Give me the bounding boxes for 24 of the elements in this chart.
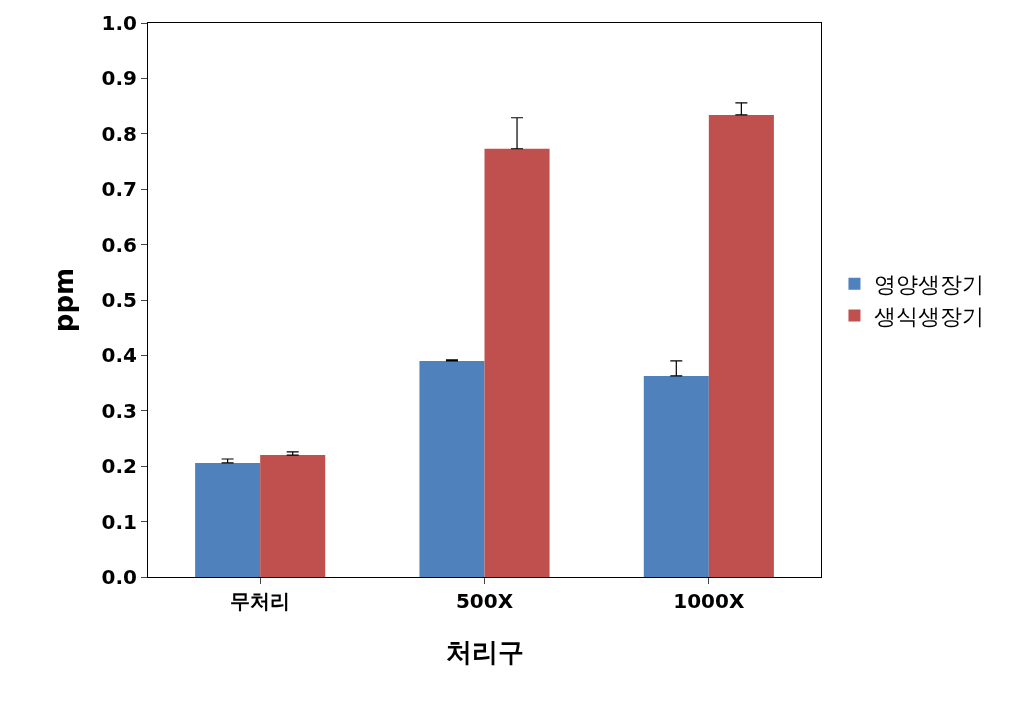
bar bbox=[419, 360, 485, 577]
y-tick-label: 0.5 bbox=[101, 288, 137, 312]
x-axis-title: 처리구 bbox=[445, 636, 524, 667]
y-tick-label: 0.0 bbox=[101, 565, 137, 589]
legend-label: 생식생장기 bbox=[874, 303, 985, 329]
y-tick-label: 0.2 bbox=[101, 454, 137, 479]
y-tick-label: 0.6 bbox=[101, 232, 137, 257]
y-tick-label: 0.9 bbox=[101, 66, 137, 91]
y-tick-label: 0.3 bbox=[101, 398, 137, 423]
bar bbox=[643, 375, 709, 577]
bar bbox=[484, 148, 550, 577]
y-tick-label: 0.4 bbox=[101, 343, 137, 368]
x-tick-label: 무처리 bbox=[230, 589, 291, 613]
x-tick-label: 1000X bbox=[673, 589, 745, 613]
y-tick-label: 1.0 bbox=[101, 11, 137, 35]
x-tick-label: 500X bbox=[455, 589, 514, 613]
y-axis-title: ppm bbox=[48, 267, 79, 333]
bar bbox=[260, 455, 326, 577]
y-tick-label: 0.1 bbox=[101, 509, 137, 534]
bar bbox=[195, 462, 261, 577]
y-tick-label: 0.7 bbox=[101, 177, 137, 202]
y-tick-label: 0.8 bbox=[101, 121, 137, 146]
bar bbox=[708, 114, 774, 577]
legend-label: 영양생장기 bbox=[874, 272, 985, 298]
